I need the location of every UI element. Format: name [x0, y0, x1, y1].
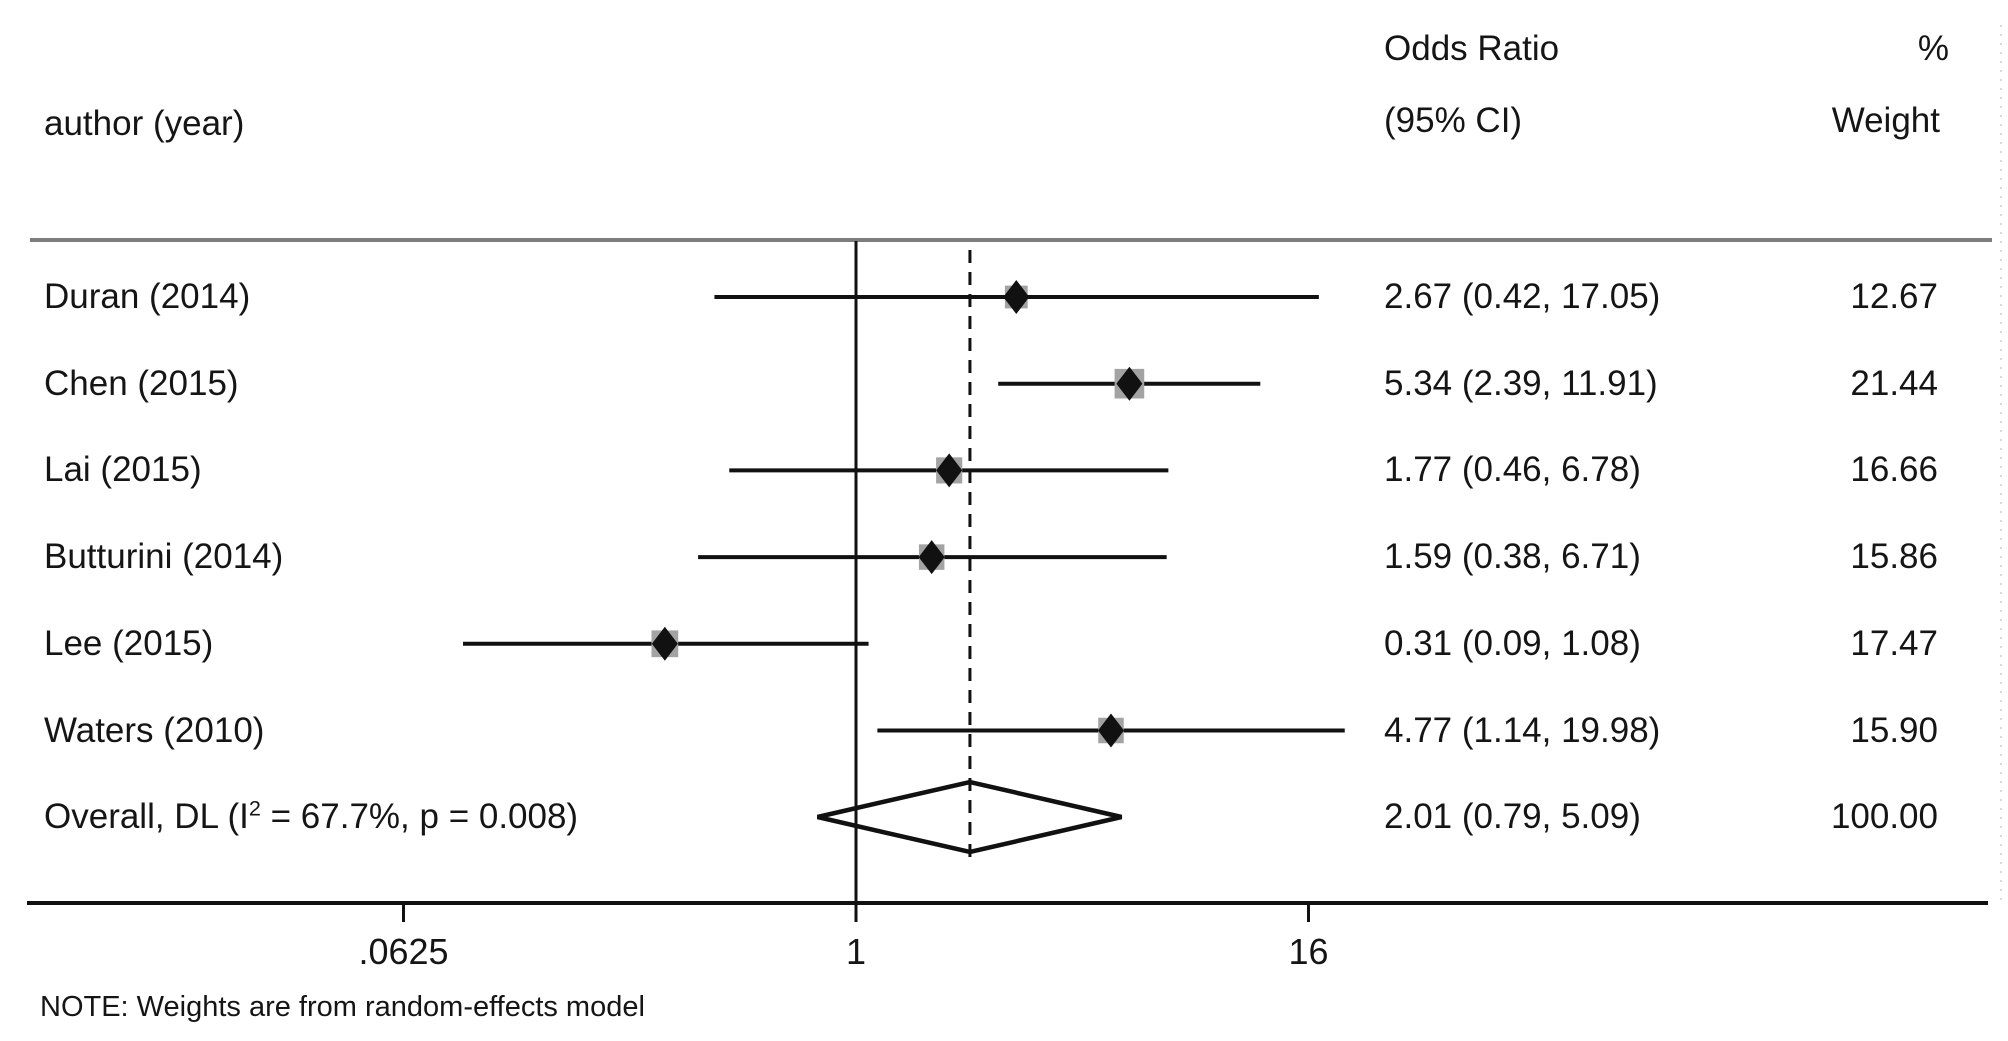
- table-row: Lai (2015) 1.77 (0.46, 6.78) 16.66: [0, 447, 2008, 493]
- study-weight: 15.86: [1850, 537, 1938, 577]
- study-or-ci: 5.34 (2.39, 11.91): [1384, 363, 1658, 403]
- study-weight: 21.44: [1850, 363, 1938, 403]
- x-tick-label: 16: [1288, 931, 1329, 972]
- point-marker: [918, 540, 945, 575]
- overall-diamond: [817, 779, 1123, 855]
- table-row-overall: Overall, DL (I2 = 67.7%, p = 0.008) 2.01…: [0, 794, 2008, 840]
- table-row: Lee (2015) 0.31 (0.09, 1.08) 17.47: [0, 621, 2008, 667]
- study-label: Chen (2015): [44, 363, 239, 403]
- study-or-ci: 2.67 (0.42, 17.05): [1384, 277, 1661, 316]
- or-column-header-line2: (95% CI): [1384, 101, 1523, 140]
- study-weight: 12.67: [1850, 277, 1938, 316]
- study-weight: 15.90: [1850, 710, 1938, 750]
- i-squared-superscript: 2: [248, 795, 261, 821]
- table-row: Butturini (2014) 1.59 (0.38, 6.71) 15.86: [0, 534, 2008, 580]
- study-label: Lai (2015): [44, 450, 202, 490]
- point-marker: [1003, 280, 1030, 314]
- study-label: Lee (2015): [44, 623, 214, 663]
- weight-column-header-line1: %: [1917, 29, 1949, 68]
- point-marker: [1116, 366, 1143, 401]
- point-marker: [1097, 713, 1124, 748]
- study-label: Waters (2010): [44, 710, 265, 750]
- study-or-ci: 4.77 (1.14, 19.98): [1384, 710, 1661, 750]
- overall-or-ci: 2.01 (0.79, 5.09): [1384, 797, 1641, 837]
- study-label: Butturini (2014): [44, 537, 284, 577]
- overall-weight: 100.00: [1830, 797, 1938, 837]
- study-or-ci: 1.77 (0.46, 6.78): [1384, 450, 1641, 490]
- point-marker: [936, 453, 963, 488]
- table-row: Chen (2015) 5.34 (2.39, 11.91) 21.44: [0, 361, 2008, 407]
- study-weight: 16.66: [1850, 450, 1938, 490]
- table-row: Waters (2010) 4.77 (1.14, 19.98) 15.90: [0, 708, 2008, 754]
- study-or-ci: 0.31 (0.09, 1.08): [1384, 623, 1641, 663]
- study-weight: 17.47: [1850, 623, 1938, 663]
- x-tick-label: 1: [845, 931, 867, 972]
- x-tick-label: .0625: [358, 931, 449, 972]
- study-label: Duran (2014): [44, 277, 251, 316]
- study-or-ci: 1.59 (0.38, 6.71): [1384, 537, 1641, 577]
- table-row: Duran (2014) 2.67 (0.42, 17.05) 12.67: [0, 274, 2008, 320]
- weight-column-header-line2: Weight: [1831, 101, 1940, 140]
- author-column-header: author (year): [44, 104, 245, 143]
- overall-label: Overall, DL (I2 = 67.7%, p = 0.008): [44, 795, 579, 837]
- random-effects-note: NOTE: Weights are from random-effects mo…: [40, 991, 645, 1023]
- or-column-header-line1: Odds Ratio: [1384, 29, 1560, 68]
- point-marker: [651, 626, 678, 661]
